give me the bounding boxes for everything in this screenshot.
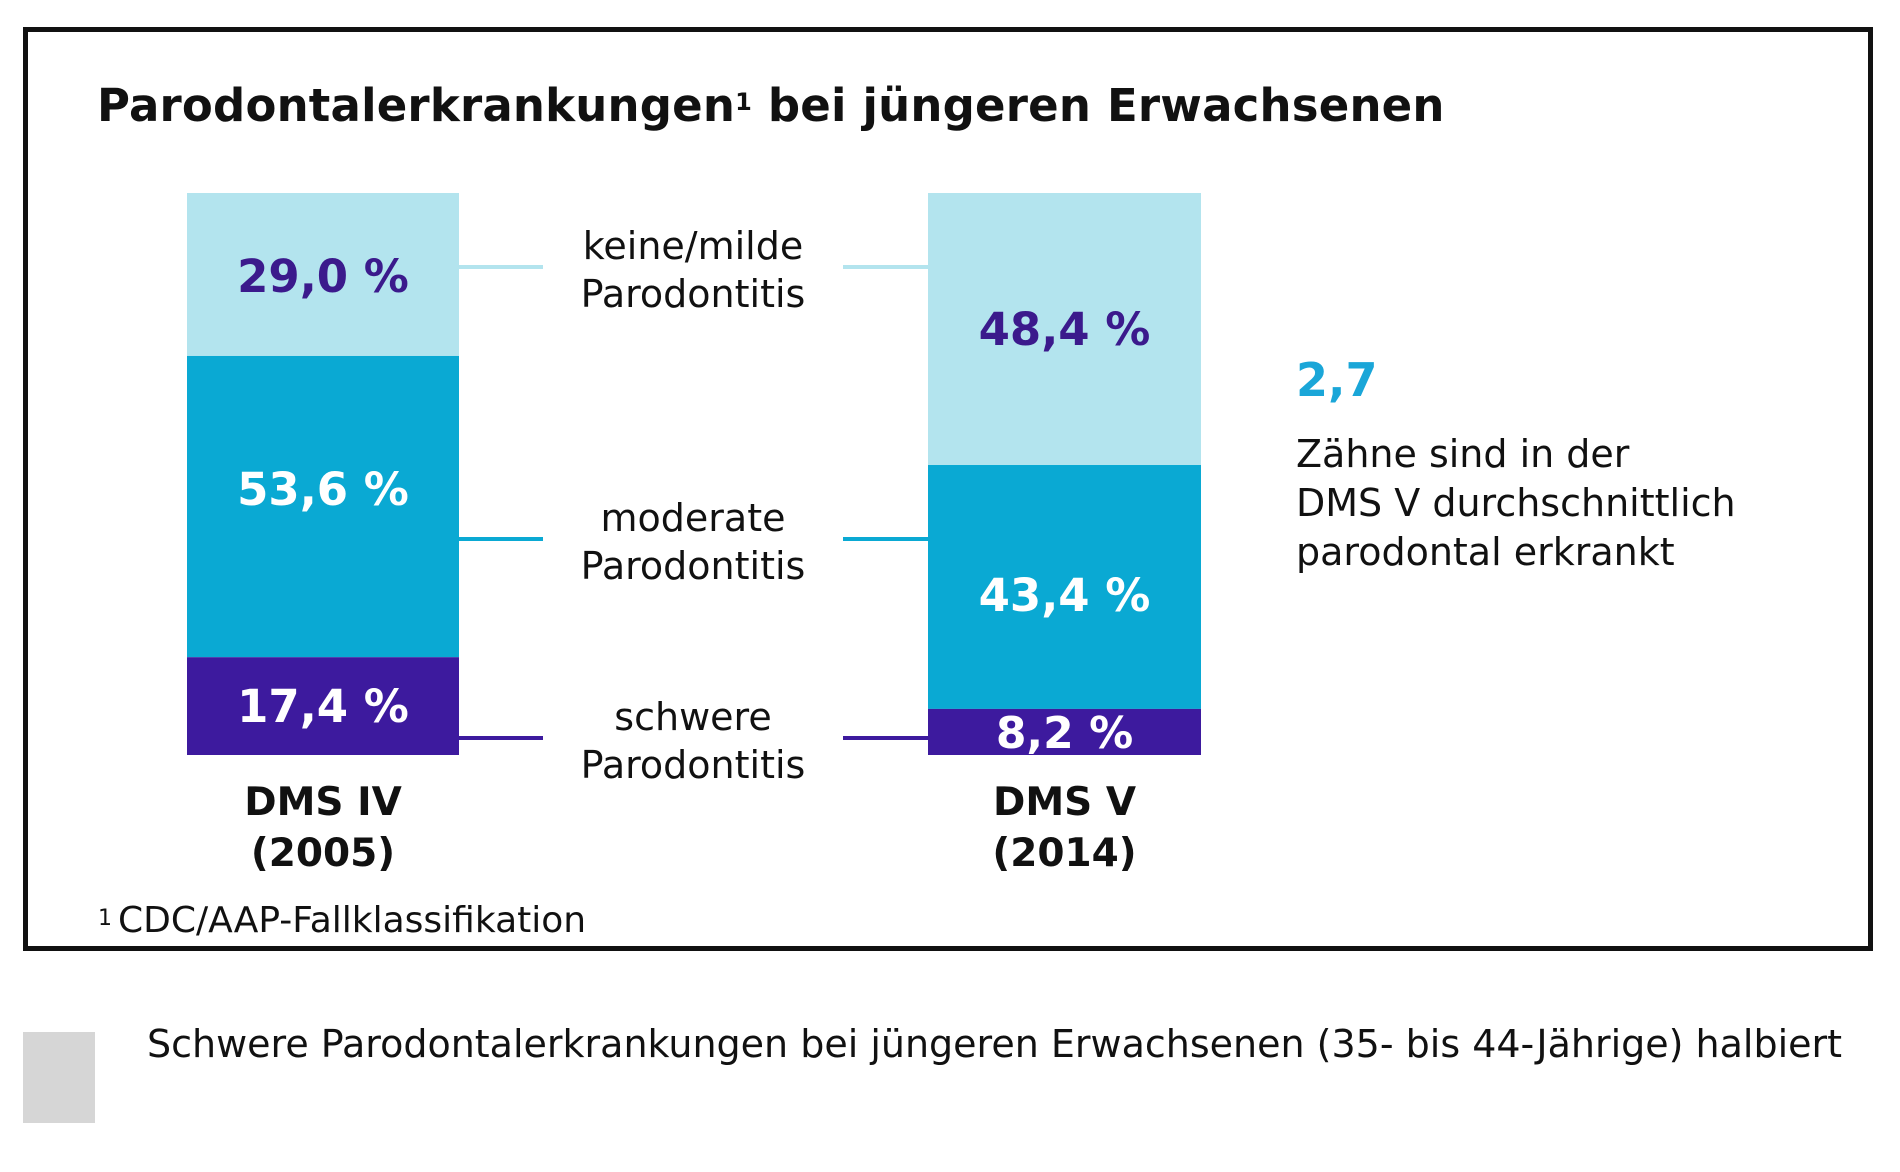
series-label-schwere: schwere Parodontitis xyxy=(543,693,843,789)
caption-swatch-icon xyxy=(23,1032,95,1123)
chart-title-rest: bei jüngeren Erwachsenen xyxy=(752,79,1445,132)
bar-segment-keine-milde-dms-iv xyxy=(187,193,459,356)
description-line: DMS V durchschnittlich xyxy=(1296,481,1736,525)
value-label-schwere-dms-v: 8,2 % xyxy=(996,708,1133,759)
series-label-line2: Parodontitis xyxy=(580,544,806,588)
average-teeth-value: 2,7 xyxy=(1296,353,1378,407)
series-label-moderate: moderate Parodontitis xyxy=(543,494,843,590)
value-label-moderate-dms-iv: 53,6 % xyxy=(237,463,409,516)
value-label-keine-milde-dms-iv: 29,0 % xyxy=(237,250,409,303)
footnote-text: CDC/AAP-Fallklassifikation xyxy=(118,900,587,941)
category-label-line1: DMS IV xyxy=(244,780,402,825)
value-label-keine-milde-dms-v: 48,4 % xyxy=(979,303,1151,356)
average-teeth-description: Zähne sind in der DMS V durchschnittlich… xyxy=(1296,430,1736,577)
connectors-group xyxy=(459,265,928,740)
bar-segment-schwere-dms-iv xyxy=(187,657,459,755)
category-label-line2: (2014) xyxy=(992,831,1137,876)
category-label-line1: DMS V xyxy=(992,780,1137,825)
footnote-marker: 1 xyxy=(98,906,112,931)
bar-segment-moderate-dms-iv xyxy=(187,355,459,658)
series-label-line1: schwere xyxy=(614,695,772,739)
bar-segment-schwere-dms-v xyxy=(928,708,1201,755)
series-label-keine-milde: keine/milde Parodontitis xyxy=(543,222,843,318)
series-label-line1: moderate xyxy=(600,496,786,540)
chart-title-main: Parodontalerkrankungen xyxy=(97,79,736,132)
series-label-line2: Parodontitis xyxy=(580,272,806,316)
category-label-line2: (2005) xyxy=(250,831,396,876)
category-label-dms-iv: DMS IV (2005) xyxy=(153,777,493,879)
bars-group xyxy=(187,193,1201,755)
value-label-schwere-dms-iv: 17,4 % xyxy=(237,680,409,733)
description-line: Zähne sind in der xyxy=(1296,432,1630,476)
series-label-line2: Parodontitis xyxy=(580,743,806,787)
series-label-line1: keine/milde xyxy=(582,224,804,268)
category-label-dms-v: DMS V (2014) xyxy=(895,777,1235,879)
image-caption: Schwere Parodontalerkrankungen bei jünge… xyxy=(147,1022,1843,1066)
chart-title: Parodontalerkrankungen1 bei jüngeren Erw… xyxy=(97,78,1445,134)
value-labels-group: 29,0 % 53,6 % 17,4 % 48,4 % 43,4 % 8,2 % xyxy=(237,250,1150,759)
bar-segment-keine-milde-dms-v xyxy=(928,193,1201,466)
bar-segment-moderate-dms-v xyxy=(928,465,1201,709)
value-label-moderate-dms-v: 43,4 % xyxy=(979,569,1151,622)
footnote: 1 CDC/AAP-Fallklassifikation xyxy=(98,898,586,944)
chart-title-footnote-marker: 1 xyxy=(735,88,753,116)
description-line: parodontal erkrankt xyxy=(1296,530,1675,574)
